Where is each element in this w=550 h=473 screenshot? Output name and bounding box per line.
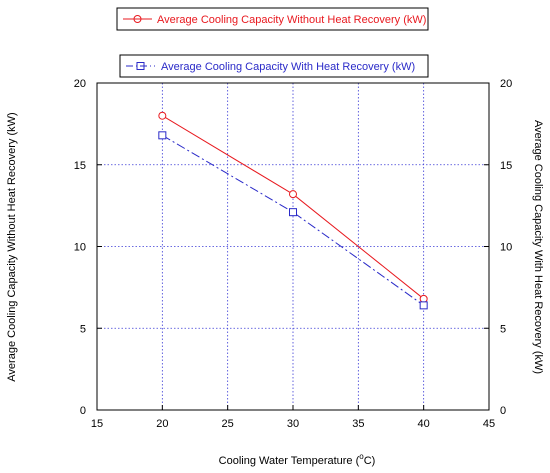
x-axis-title: Cooling Water Temperature (oC) <box>219 452 376 467</box>
legend-box-2 <box>119 54 429 78</box>
data-point-square <box>289 208 297 217</box>
series-line-2 <box>162 134 424 306</box>
gridlines <box>97 83 489 410</box>
y-tick-label-right: 10 <box>500 242 512 254</box>
x-tick-label: 15 <box>91 418 103 430</box>
legend-box-1 <box>116 7 429 31</box>
legend-entry-with-heat-recovery: Average Cooling Capacity With Heat Recov… <box>119 54 429 78</box>
data-point-square <box>419 301 428 310</box>
y-tick-label-left: 0 <box>80 405 86 417</box>
data-point-circle <box>158 111 167 120</box>
y-tick-label-right: 5 <box>500 323 506 335</box>
y-tick-label-right: 0 <box>500 405 506 417</box>
y-tick-label-right: 20 <box>500 78 512 90</box>
x-tick-label: 40 <box>418 418 430 430</box>
y-axis-title-right: Average Cooling Capacity With Heat Recov… <box>532 120 544 374</box>
legend-entry-without-heat-recovery: Average Cooling Capacity Without Heat Re… <box>116 7 429 31</box>
y-tick-label-right: 15 <box>500 160 512 172</box>
data-point-circle <box>289 190 297 199</box>
x-tick-label: 25 <box>222 418 234 430</box>
x-tick-label: 30 <box>287 418 299 430</box>
data-point-circle <box>419 294 428 303</box>
y-axis-title-left: Average Cooling Capacity Without Heat Re… <box>6 112 18 381</box>
series-layer <box>158 111 428 310</box>
data-point-square <box>158 131 167 140</box>
y-tick-label-left: 5 <box>80 323 86 335</box>
x-tick-label: 20 <box>156 418 168 430</box>
axis-ticks: 15 20 25 30 35 40 45 0 0 5 5 10 10 15 15 20 20 <box>74 78 513 430</box>
x-tick-label: 45 <box>483 418 495 430</box>
x-tick-label: 35 <box>352 418 364 430</box>
legend-marker-square-icon <box>136 62 145 70</box>
legend-label-without-heat-recovery: Average Cooling Capacity Without Heat Re… <box>157 14 426 26</box>
y-tick-label-left: 20 <box>74 78 86 90</box>
legend-label-with-heat-recovery: Average Cooling Capacity With Heat Recov… <box>161 61 415 73</box>
legend-marker-circle-icon <box>133 15 142 23</box>
y-tick-label-left: 15 <box>74 160 86 172</box>
y-tick-label-left: 10 <box>74 242 86 254</box>
